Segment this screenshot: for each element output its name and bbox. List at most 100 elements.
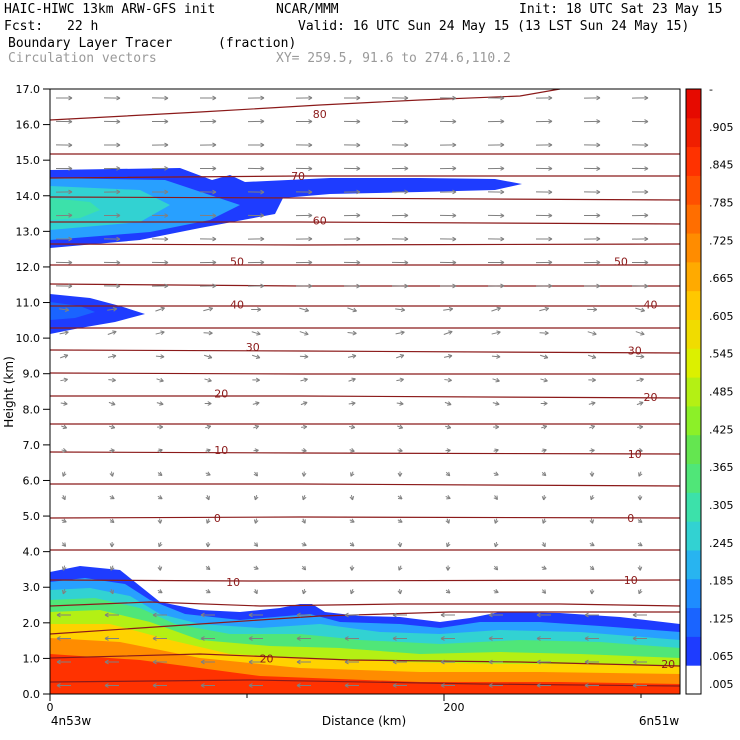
- colorbar-label: .125: [709, 612, 734, 625]
- vector-arrow: [200, 612, 215, 618]
- colorbar-label: .725: [709, 234, 734, 247]
- vector-arrow: [103, 95, 121, 101]
- vector-arrow: [439, 142, 457, 148]
- vector-arrow: [487, 236, 505, 242]
- contour-label: 0: [214, 512, 221, 525]
- vector-arrow: [110, 565, 115, 571]
- vector-arrow: [391, 213, 409, 218]
- colorbar-segment: [686, 463, 701, 493]
- vector-arrow: [631, 142, 649, 148]
- vector-arrow: [491, 354, 501, 359]
- vector-arrow: [200, 636, 215, 641]
- vector-arrow: [199, 95, 217, 101]
- mid-plume-blue: [50, 294, 145, 334]
- vector-arrow: [156, 377, 164, 383]
- vector-arrow: [391, 95, 409, 101]
- vector-arrow: [535, 283, 553, 289]
- contour-label: 80: [313, 108, 327, 121]
- vector-arrow: [587, 331, 597, 336]
- vector-arrow: [199, 189, 217, 195]
- vector-arrow: [349, 542, 355, 547]
- colorbar-segment: [686, 377, 701, 407]
- vector-arrow: [395, 330, 405, 336]
- vector-arrow: [391, 260, 409, 265]
- vector-arrow: [155, 330, 165, 336]
- vector-arrow: [151, 236, 169, 242]
- vector-arrow: [583, 95, 601, 101]
- vector-arrow: [539, 330, 549, 336]
- colorbar-label: .485: [709, 386, 734, 399]
- vector-arrow: [253, 565, 259, 570]
- vector-arrow: [391, 283, 409, 289]
- y-tick-label: 5.0: [23, 510, 41, 523]
- vector-arrow: [103, 260, 121, 265]
- vector-arrow: [488, 659, 503, 665]
- vector-arrow: [445, 424, 452, 430]
- colorbar-segment: [686, 549, 701, 580]
- contour-label: 10: [214, 444, 228, 457]
- vector-arrow: [199, 166, 217, 171]
- colorbar-segment: [686, 204, 701, 234]
- vector-arrow: [397, 495, 403, 500]
- vector-arrow: [247, 260, 265, 265]
- vector-arrow: [445, 448, 451, 453]
- vector-arrow: [158, 542, 163, 548]
- vector-arrow: [295, 119, 313, 124]
- colorbar-segment: [686, 175, 701, 205]
- vector-arrow: [439, 119, 457, 124]
- vector-arrow: [632, 659, 647, 665]
- vector-arrow: [247, 213, 265, 218]
- vector-arrow: [107, 330, 117, 335]
- vector-arrow: [491, 330, 501, 336]
- vector-arrow: [55, 119, 73, 124]
- vector-arrow: [536, 636, 551, 641]
- y-tick-label: 8.0: [23, 403, 41, 416]
- vector-arrow: [439, 236, 457, 242]
- vector-arrow: [589, 588, 595, 595]
- vector-arrow: [299, 354, 309, 359]
- vector-arrow: [60, 354, 69, 359]
- colorbar-segment: [686, 319, 701, 349]
- vector-arrow: [204, 401, 212, 406]
- vector-arrow: [204, 377, 212, 383]
- vector-arrow: [343, 166, 361, 171]
- vector-arrow: [295, 189, 313, 195]
- colorbar-segment: [686, 117, 701, 148]
- vector-arrow: [203, 330, 213, 336]
- vector-arrow: [493, 518, 499, 524]
- vector-arrow: [392, 636, 407, 641]
- vector-arrow: [56, 636, 71, 641]
- vector-arrow: [200, 659, 215, 665]
- contour-label: 60: [313, 215, 327, 228]
- vector-arrow: [493, 565, 499, 571]
- vector-arrow: [61, 448, 67, 453]
- vector-arrow: [536, 612, 551, 618]
- vector-arrow: [157, 565, 163, 571]
- vector-arrow: [344, 612, 359, 618]
- vector-arrow: [348, 401, 356, 406]
- vector-arrow: [584, 612, 599, 618]
- colorbar-segment: [686, 578, 701, 609]
- vector-arrow: [584, 659, 599, 665]
- vector-arrow: [104, 612, 119, 618]
- vector-arrow: [56, 683, 71, 688]
- colorbar-label: .305: [709, 499, 734, 512]
- vector-arrow: [295, 260, 313, 265]
- vector-arrow: [104, 659, 119, 665]
- vector-arrow: [445, 495, 451, 500]
- contour-label: 30: [246, 341, 260, 354]
- contour-label: 40: [643, 298, 657, 311]
- vector-arrow: [391, 142, 409, 148]
- vector-arrow: [301, 424, 308, 430]
- vector-arrow: [638, 471, 643, 477]
- vector-arrow: [445, 589, 451, 594]
- vector-arrow: [343, 95, 361, 101]
- vector-arrow: [583, 142, 601, 148]
- vector-arrow: [487, 283, 505, 289]
- vector-arrow: [301, 471, 307, 477]
- vector-arrow: [253, 589, 258, 595]
- vector-arrow: [343, 213, 361, 218]
- y-tick-label: 16.0: [16, 119, 41, 132]
- vector-arrow: [493, 541, 499, 548]
- vector-arrow: [391, 189, 409, 195]
